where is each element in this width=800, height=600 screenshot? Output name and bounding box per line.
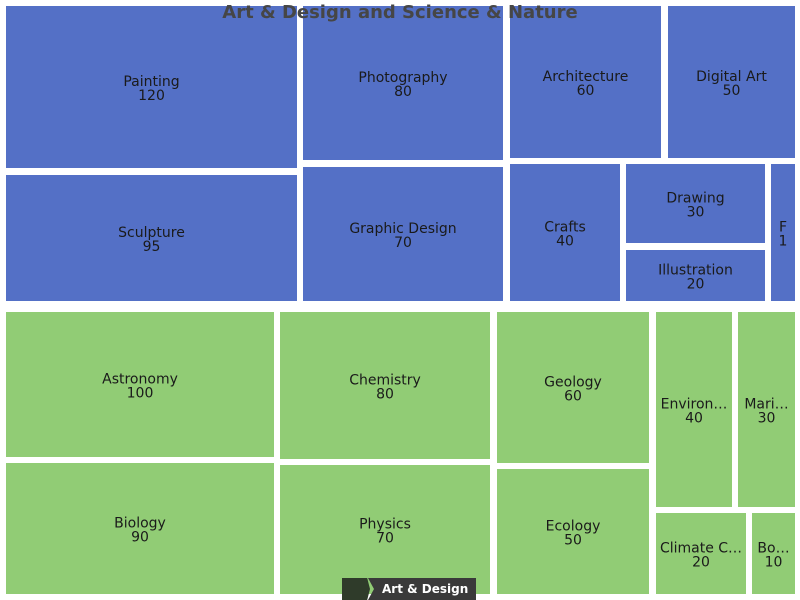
treemap-tile-label: Photography bbox=[358, 70, 447, 86]
treemap-tile-label: Sculpture bbox=[118, 225, 185, 241]
treemap-tile-label: Bo… bbox=[757, 541, 789, 557]
treemap-group-0: Painting120Sculpture95Photography80Graph… bbox=[6, 6, 795, 301]
treemap-tile-value: 10 bbox=[765, 555, 783, 571]
treemap-tile-rect[interactable] bbox=[510, 6, 661, 158]
treemap-tile-value: 50 bbox=[564, 533, 582, 549]
treemap-tile-rect[interactable] bbox=[6, 312, 274, 457]
treemap-tile[interactable]: Climate C…20 bbox=[656, 513, 746, 594]
treemap-tile-label: Geology bbox=[544, 375, 602, 391]
treemap-tile-rect[interactable] bbox=[656, 513, 746, 594]
treemap-tile-rect[interactable] bbox=[280, 312, 490, 459]
treemap-tile-rect[interactable] bbox=[303, 167, 503, 301]
treemap-tile[interactable]: Mari…30 bbox=[738, 312, 795, 507]
treemap-tile-value: 100 bbox=[127, 386, 154, 402]
treemap-tile-value: 60 bbox=[564, 389, 582, 405]
treemap-tile-rect[interactable] bbox=[280, 465, 490, 594]
treemap-tile-rect[interactable] bbox=[497, 469, 649, 594]
treemap-tile-rect[interactable] bbox=[738, 312, 795, 507]
treemap-tile-value: 50 bbox=[723, 83, 741, 99]
treemap-tile-label: Illustration bbox=[658, 263, 733, 279]
treemap-tile-label: Digital Art bbox=[696, 69, 767, 85]
treemap-group-1: Astronomy100Biology90Chemistry80Physics7… bbox=[6, 312, 795, 594]
treemap-tile-value: 40 bbox=[556, 234, 574, 250]
treemap-tile[interactable]: F1 bbox=[771, 164, 795, 301]
treemap-tile-rect[interactable] bbox=[626, 164, 765, 243]
treemap-tile-value: 95 bbox=[143, 239, 161, 255]
treemap-tile-rect[interactable] bbox=[771, 164, 795, 301]
treemap-tile-label: Biology bbox=[114, 516, 166, 532]
treemap-tile-value: 30 bbox=[687, 205, 705, 221]
breadcrumb-item-current[interactable]: Art & Design bbox=[368, 578, 477, 600]
treemap-tile-label: Architecture bbox=[543, 69, 629, 85]
treemap-tile-value: 90 bbox=[131, 530, 149, 546]
breadcrumb-home[interactable] bbox=[342, 578, 370, 600]
treemap-tile-rect[interactable] bbox=[6, 175, 297, 301]
treemap-tile-label: Physics bbox=[359, 517, 411, 533]
treemap-tile-label: Graphic Design bbox=[349, 221, 456, 237]
treemap-tile-label: Mari… bbox=[744, 397, 788, 413]
treemap-tile-label: Crafts bbox=[544, 220, 586, 236]
treemap-tile-value: 120 bbox=[138, 88, 165, 104]
treemap-tile-value: 30 bbox=[758, 411, 776, 427]
treemap-tile-label: Astronomy bbox=[102, 372, 178, 388]
treemap-tile[interactable]: Bo…10 bbox=[752, 513, 795, 594]
treemap-tile-label: F bbox=[779, 220, 787, 236]
treemap-tile-rect[interactable] bbox=[497, 312, 649, 463]
treemap-tile-value: 20 bbox=[692, 555, 710, 571]
breadcrumb: Art & Design bbox=[342, 578, 477, 600]
treemap-tile-rect[interactable] bbox=[626, 250, 765, 301]
treemap-tile-rect[interactable] bbox=[6, 463, 274, 594]
treemap-tile-value: 80 bbox=[376, 387, 394, 403]
treemap-tile-rect[interactable] bbox=[510, 164, 620, 301]
treemap-tile-label: Ecology bbox=[546, 519, 601, 535]
treemap-tile-label: Drawing bbox=[666, 191, 724, 207]
treemap-tile-value: 60 bbox=[577, 83, 595, 99]
treemap-tile-value: 70 bbox=[376, 531, 394, 547]
treemap-tile-rect[interactable] bbox=[668, 6, 795, 158]
treemap-tile-value: 1 bbox=[779, 234, 788, 250]
treemap-tile-value: 80 bbox=[394, 84, 412, 100]
treemap-tile-label: Climate C… bbox=[660, 541, 742, 557]
treemap-tile-rect[interactable] bbox=[752, 513, 795, 594]
treemap-tile-label: Chemistry bbox=[349, 373, 421, 389]
treemap-tile-rect[interactable] bbox=[303, 6, 503, 160]
treemap-tile-label: Environ… bbox=[661, 397, 728, 413]
treemap-tile-value: 40 bbox=[685, 411, 703, 427]
treemap-tile-rect[interactable] bbox=[6, 6, 297, 168]
treemap-tile-label: Painting bbox=[123, 74, 179, 90]
treemap-tile-value: 70 bbox=[394, 235, 412, 251]
treemap-tile[interactable]: Environ…40 bbox=[656, 312, 732, 507]
treemap-tile-rect[interactable] bbox=[656, 312, 732, 507]
treemap-tile-value: 20 bbox=[687, 277, 705, 293]
